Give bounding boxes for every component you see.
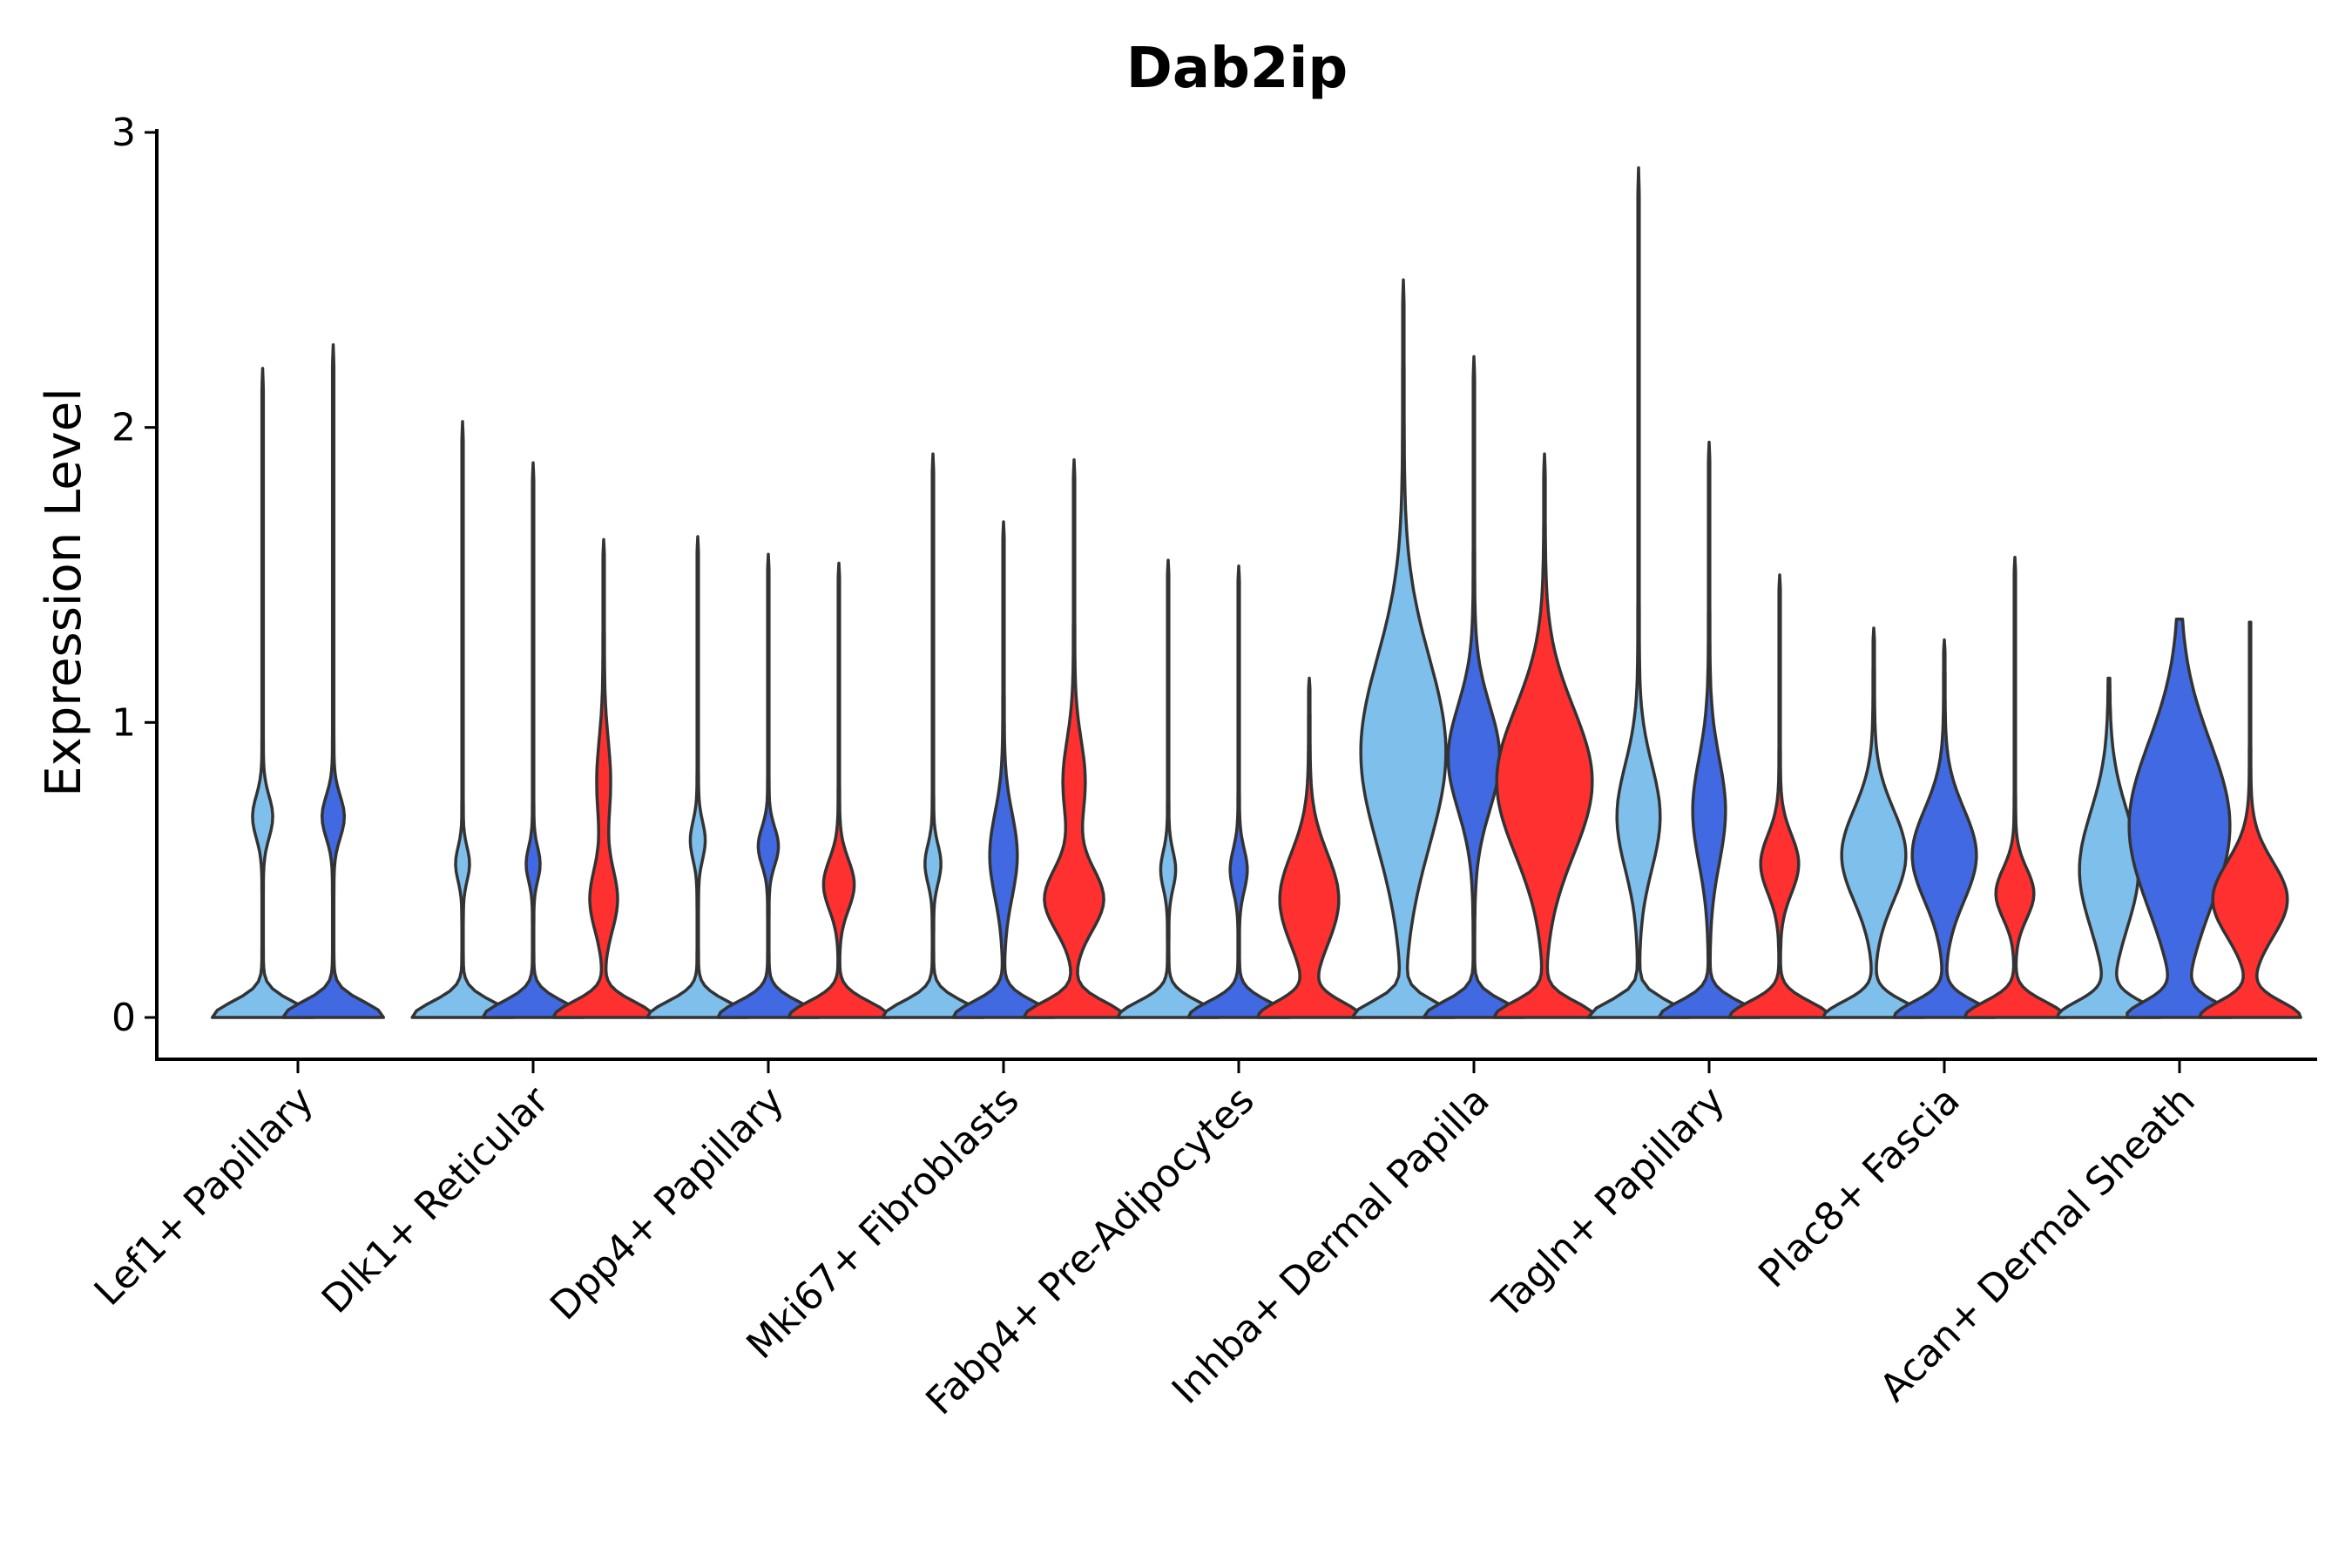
violin-5-2 [1186, 564, 1291, 1019]
violin-6-3 [1492, 452, 1597, 1019]
y-tick-label: 3 [112, 111, 136, 155]
violin-4-2 [951, 520, 1056, 1019]
y-tick-label: 2 [112, 406, 136, 450]
violin-group [210, 166, 2302, 1019]
y-tick-label: 1 [112, 700, 136, 745]
violin-7-2 [1657, 440, 1761, 1019]
violin-6-1 [1350, 278, 1456, 1019]
violin-3-2 [716, 552, 821, 1019]
violin-2-1 [410, 420, 515, 1019]
y-tick-label: 0 [112, 996, 136, 1040]
violin-7-1 [1586, 166, 1691, 1019]
x-tick-label: Dpp4+ Papillary [542, 1078, 793, 1329]
violin-1-1 [210, 367, 315, 1019]
violin-4-1 [881, 452, 985, 1019]
x-tick-label: Lef1+ Papillary [86, 1078, 322, 1315]
violin-5-1 [1116, 558, 1220, 1019]
violin-2-3 [551, 537, 656, 1019]
violin-9-3 [2198, 620, 2302, 1019]
violin-6-2 [1422, 355, 1526, 1019]
violin-4-3 [1022, 458, 1126, 1019]
violin-7-3 [1727, 573, 1832, 1019]
y-axis-label: Expression Level [36, 388, 92, 797]
violin-9-1 [2056, 676, 2162, 1019]
x-tick-label: Dlk1+ Reticular [314, 1078, 558, 1322]
violin-8-1 [1821, 626, 1926, 1019]
violin-8-2 [1892, 638, 1997, 1019]
x-tick-label: Plac8+ Fascia [1750, 1078, 1969, 1297]
violin-8-3 [1963, 555, 2067, 1019]
violin-5-3 [1256, 676, 1362, 1019]
x-tick-label: Tagln+ Papillary [1484, 1078, 1734, 1328]
violin-9-2 [2126, 618, 2234, 1019]
violin-2-2 [481, 461, 585, 1019]
chart-title: Dab2ip [1126, 37, 1348, 101]
violin-3-3 [787, 561, 891, 1019]
violin-1-2 [280, 343, 386, 1019]
violin-3-1 [645, 535, 750, 1019]
